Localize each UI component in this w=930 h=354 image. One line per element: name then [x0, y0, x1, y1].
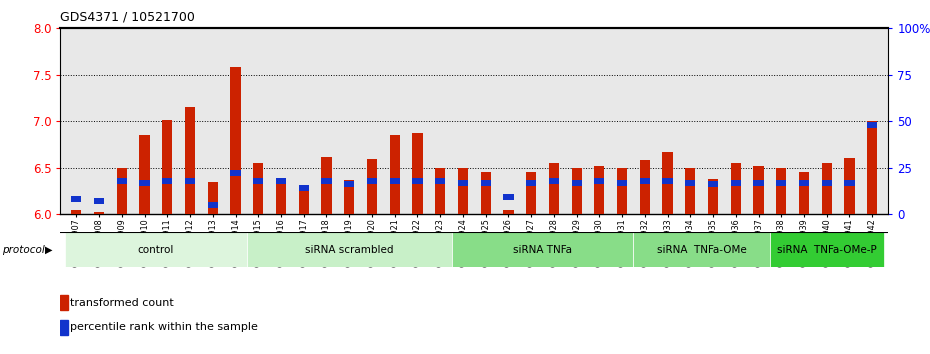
Bar	[708, 181, 718, 188]
Bar	[481, 172, 491, 214]
Bar	[640, 178, 650, 184]
Bar	[412, 178, 422, 184]
Bar	[770, 232, 884, 267]
Bar	[276, 178, 286, 184]
Bar	[94, 198, 104, 204]
Bar	[435, 178, 445, 184]
Bar	[526, 172, 537, 214]
Bar	[503, 194, 513, 200]
Bar	[662, 152, 672, 214]
Bar	[435, 168, 445, 214]
Bar	[731, 163, 741, 214]
Bar	[572, 179, 582, 185]
Bar	[207, 202, 218, 208]
Bar	[253, 163, 263, 214]
Bar	[60, 320, 68, 335]
Bar	[594, 166, 604, 214]
Bar	[207, 182, 218, 214]
Text: control: control	[138, 245, 174, 255]
Bar	[140, 179, 150, 185]
Bar	[526, 179, 537, 185]
Bar	[344, 180, 354, 214]
Bar	[617, 179, 627, 185]
Bar	[72, 210, 82, 214]
Bar	[708, 179, 718, 214]
Bar	[299, 188, 309, 214]
Bar	[458, 179, 468, 185]
Bar	[344, 181, 354, 188]
Bar	[94, 212, 104, 214]
Bar	[503, 210, 513, 214]
Bar	[458, 168, 468, 214]
Text: siRNA scrambled: siRNA scrambled	[305, 245, 393, 255]
Bar	[617, 168, 627, 214]
Bar	[390, 178, 400, 184]
Bar	[799, 179, 809, 185]
Bar	[844, 159, 855, 214]
Bar	[299, 185, 309, 191]
Text: siRNA  TNFa-OMe-P: siRNA TNFa-OMe-P	[777, 245, 877, 255]
Bar	[753, 179, 764, 185]
Bar	[117, 178, 127, 184]
Bar	[685, 179, 696, 185]
Bar	[117, 168, 127, 214]
Text: siRNA TNFa: siRNA TNFa	[513, 245, 572, 255]
Bar	[662, 178, 672, 184]
Bar	[412, 133, 422, 214]
Bar	[390, 135, 400, 214]
Bar	[777, 168, 787, 214]
Text: percentile rank within the sample: percentile rank within the sample	[70, 322, 258, 332]
Bar	[65, 232, 246, 267]
Bar	[162, 178, 172, 184]
Text: GDS4371 / 10521700: GDS4371 / 10521700	[60, 11, 195, 24]
Bar	[231, 170, 241, 176]
Bar	[322, 158, 332, 214]
Bar	[549, 178, 559, 184]
Bar	[140, 135, 150, 214]
Bar	[594, 178, 604, 184]
Text: protocol: protocol	[2, 245, 45, 255]
Bar	[844, 179, 855, 185]
Bar	[777, 179, 787, 185]
Bar	[231, 67, 241, 214]
Bar	[162, 120, 172, 214]
Bar	[246, 232, 452, 267]
Bar	[322, 178, 332, 184]
Bar	[452, 232, 633, 267]
Bar	[185, 178, 195, 184]
Bar	[549, 163, 559, 214]
Bar	[366, 178, 377, 184]
Bar	[640, 160, 650, 214]
Bar	[867, 122, 877, 128]
Bar	[753, 166, 764, 214]
Bar	[799, 172, 809, 214]
Bar	[821, 179, 831, 185]
Bar	[253, 178, 263, 184]
Bar	[685, 168, 696, 214]
Bar	[276, 179, 286, 214]
Bar	[633, 232, 770, 267]
Bar	[481, 179, 491, 185]
Text: transformed count: transformed count	[70, 298, 173, 308]
Bar	[731, 179, 741, 185]
Bar	[60, 295, 68, 310]
Bar	[185, 107, 195, 214]
Bar	[366, 159, 377, 214]
Bar	[72, 196, 82, 202]
Bar	[572, 168, 582, 214]
Text: ▶: ▶	[45, 245, 52, 255]
Bar	[821, 163, 831, 214]
Bar	[867, 121, 877, 214]
Text: siRNA  TNFa-OMe: siRNA TNFa-OMe	[657, 245, 747, 255]
